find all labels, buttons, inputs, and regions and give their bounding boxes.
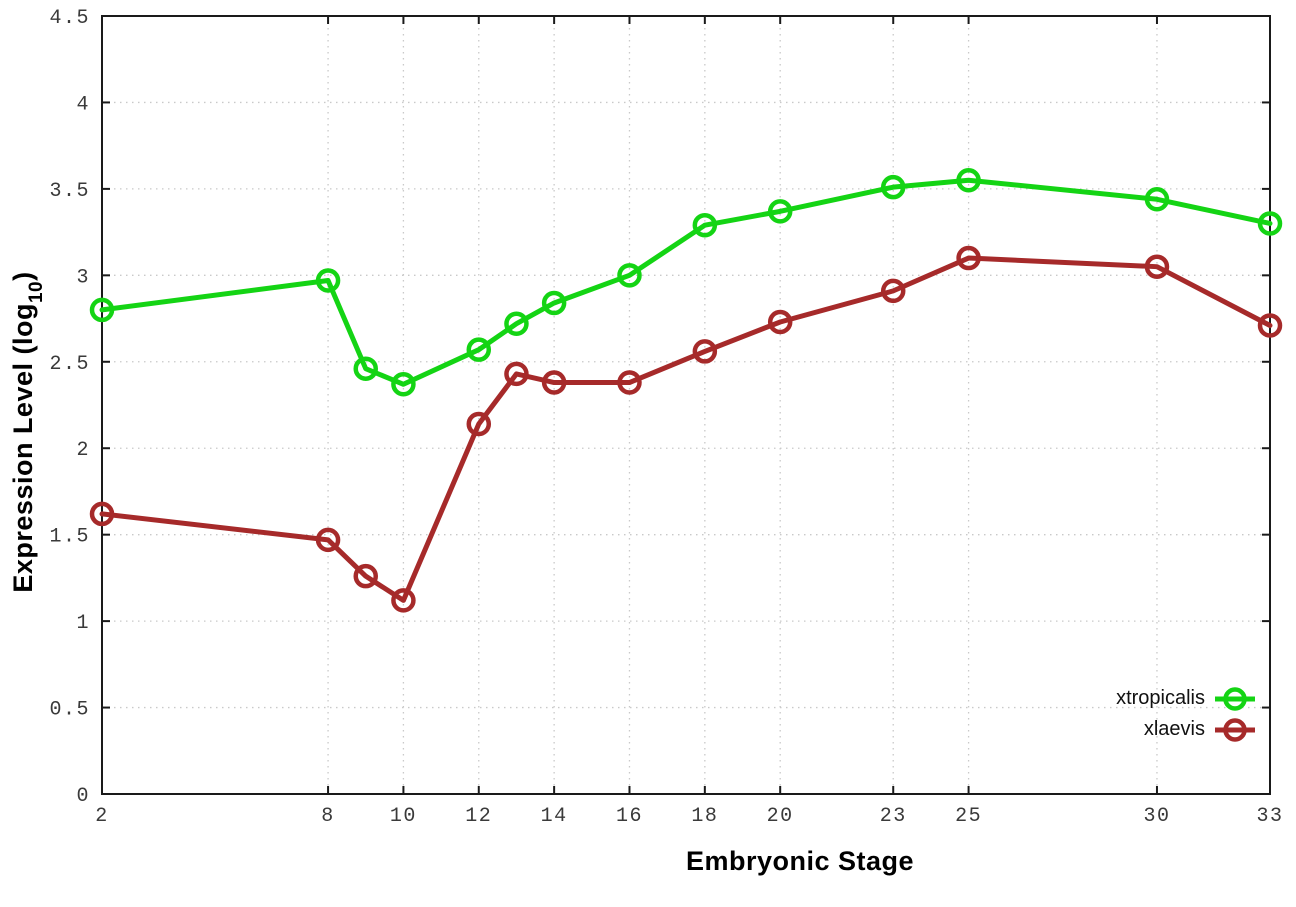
data-point-xtropicalis [89,297,115,323]
data-point-xlaevis [1257,313,1283,338]
x-tick-label: 18 [691,805,718,828]
data-point-xlaevis [1144,254,1170,279]
data-point-xtropicalis [692,212,718,238]
x-tick-label: 25 [955,805,982,828]
line-marker-icon [1215,717,1255,742]
data-point-xtropicalis [504,311,529,336]
x-tick-label: 30 [1143,805,1170,828]
legend-label-xlaevis: xlaevis [1143,718,1205,740]
line-marker-icon [1215,686,1255,711]
data-point-xlaevis [880,278,906,304]
y-tick-label: 0 [76,785,90,808]
data-point-xtropicalis [1257,211,1283,236]
y-tick-label: 1.5 [49,526,90,549]
y-tick-label: 4.5 [49,7,90,30]
y-tick-label: 4 [76,93,90,116]
x-tick-label: 10 [390,805,417,828]
series-line-xlaevis [99,255,1273,603]
y-tick-label: 1 [76,612,90,635]
x-tick-label: 12 [465,805,492,828]
y-tick-label: 0.5 [49,699,90,722]
x-tick-label: 8 [321,805,335,828]
data-point-xtropicalis [353,356,378,381]
data-point-xtropicalis [315,268,341,293]
data-point-xlaevis [353,563,378,589]
data-point-xtropicalis [466,337,492,362]
data-point-xtropicalis [541,290,567,316]
y-axis-title-subscript: 10 [26,280,48,304]
data-point-xtropicalis [956,167,981,193]
data-point-xlaevis [315,527,341,553]
data-point-xlaevis [504,361,529,387]
x-tick-label: 33 [1256,805,1283,828]
data-point-xlaevis [617,370,642,395]
data-point-xtropicalis [880,174,906,200]
data-point-xtropicalis [1144,187,1170,212]
legend-label-xtropicalis: xtropicalis [1116,687,1205,709]
y-tick-label: 3 [76,266,90,289]
y-tick-label: 3.5 [49,180,90,203]
data-point-xlaevis [391,588,416,613]
x-tick-label: 2 [95,805,109,828]
legend-item-xtropicalis: xtropicalis [1116,685,1256,712]
data-point-xlaevis [692,339,718,364]
y-axis-title-end: ) [7,271,38,281]
data-point-xtropicalis [767,199,793,224]
data-point-xtropicalis [391,372,416,397]
y-tick-label: 2 [76,439,90,462]
data-point-xlaevis [89,501,115,527]
y-axis-title-main: Expression Level (log [7,303,38,593]
data-point-xlaevis [466,411,492,437]
plot-border [101,15,1271,795]
y-axis-title: Expression Level (log10) [7,271,48,593]
data-point-xlaevis [767,309,793,335]
x-tick-label: 16 [616,805,643,828]
legend: xtropicalis xlaevis [1116,685,1256,743]
legend-item-xlaevis: xlaevis [1116,716,1256,743]
data-point-xtropicalis [617,263,642,288]
data-point-xlaevis [541,370,567,395]
series-line-xtropicalis [99,177,1273,387]
data-point-xlaevis [956,245,981,271]
x-tick-label: 14 [541,805,568,828]
x-tick-label: 20 [767,805,794,828]
y-tick-label: 2.5 [49,353,90,376]
x-tick-label: 23 [880,805,907,828]
